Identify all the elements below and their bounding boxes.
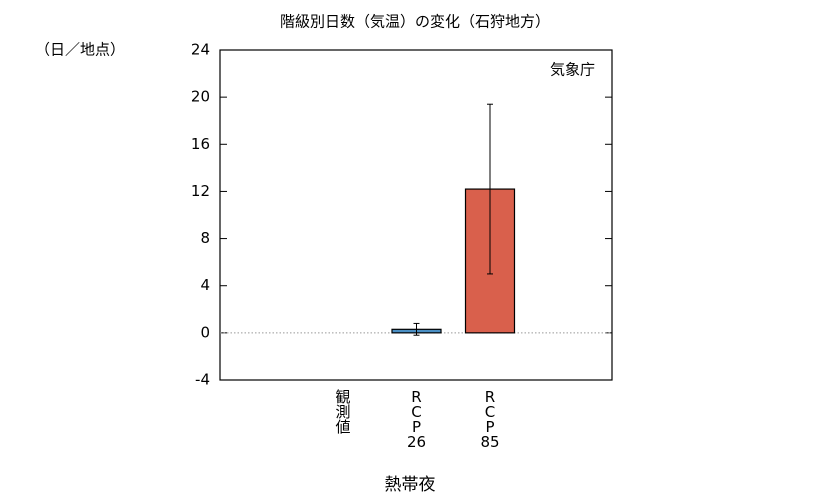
y-tick-label: -4 bbox=[195, 371, 210, 389]
y-tick-label: 16 bbox=[191, 135, 210, 153]
y-tick-label: 24 bbox=[191, 41, 210, 59]
y-tick-label: 0 bbox=[200, 323, 210, 341]
chart-title: 階級別日数（気温）の変化（石狩地方） bbox=[280, 13, 550, 31]
y-tick-label: 20 bbox=[191, 88, 210, 106]
x-tick-label: 観測値 bbox=[335, 388, 350, 436]
y-tick-label: 4 bbox=[200, 276, 210, 294]
error-bar bbox=[413, 322, 420, 336]
x-tick-label: R C P 26 bbox=[407, 388, 426, 451]
x-tick-label: R C P 85 bbox=[480, 388, 499, 451]
y-tick-label: 8 bbox=[200, 229, 210, 247]
annotation: 気象庁 bbox=[550, 61, 595, 79]
error-bar bbox=[487, 103, 493, 275]
y-axis-label: （日／地点） bbox=[35, 41, 125, 59]
plot-frame bbox=[219, 49, 613, 381]
x-axis-label: 熱帯夜 bbox=[385, 475, 436, 495]
y-tick-label: 12 bbox=[191, 182, 210, 200]
